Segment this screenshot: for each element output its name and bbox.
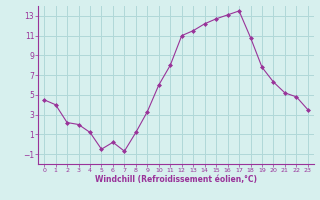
- X-axis label: Windchill (Refroidissement éolien,°C): Windchill (Refroidissement éolien,°C): [95, 175, 257, 184]
